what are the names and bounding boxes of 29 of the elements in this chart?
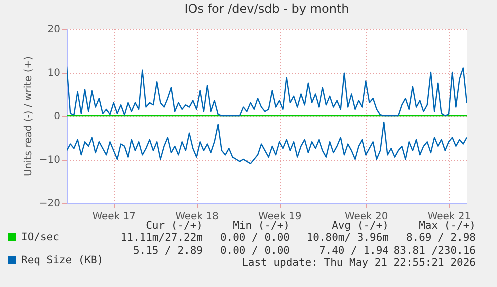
y-tick-label: −20 xyxy=(39,198,60,210)
legend-label: IO/sec xyxy=(22,231,60,244)
text: 10.80m/ 3.96m xyxy=(306,232,389,244)
text: 8.69 / 2.98 xyxy=(406,232,476,244)
text: Avg (-/+) xyxy=(332,220,389,232)
line-series xyxy=(67,122,467,164)
text: 7.40 / 1.94 xyxy=(319,244,389,257)
text: 0.00 / 0.00 xyxy=(220,244,290,257)
y-tick-label: −10 xyxy=(39,155,60,166)
y-tick-label: 0 xyxy=(54,112,60,122)
x-tick-label: Week 19 xyxy=(258,212,302,222)
x-tick-label: Week 18 xyxy=(176,212,219,222)
y-tick-label: 20 xyxy=(48,24,60,36)
line-series xyxy=(67,66,467,117)
text: 0.00 / 0.00 xyxy=(220,232,290,244)
text: 5.15 / 2.89 xyxy=(133,244,203,257)
text: Min (-/+) xyxy=(233,220,290,232)
y-tick-label: 10 xyxy=(48,68,60,79)
text: 11.11m/27.22m xyxy=(120,232,203,244)
chart-title: IOs for /dev/sdb - by month xyxy=(184,2,350,16)
text: Max (-/+) xyxy=(419,220,476,232)
legend-label: Req Size (KB) xyxy=(22,254,104,266)
text: 83.81 /230.16 xyxy=(394,244,476,257)
text: Cur (-/+) xyxy=(146,220,203,232)
x-tick-label: Week 20 xyxy=(344,212,388,222)
text: Last update: Thu May 21 22:55:21 2026 xyxy=(242,256,476,269)
y-axis-title: Units read (-) / write (+) xyxy=(23,56,34,177)
x-tick-label: Week 17 xyxy=(92,212,136,222)
x-tick-label: Week 21 xyxy=(428,212,472,222)
